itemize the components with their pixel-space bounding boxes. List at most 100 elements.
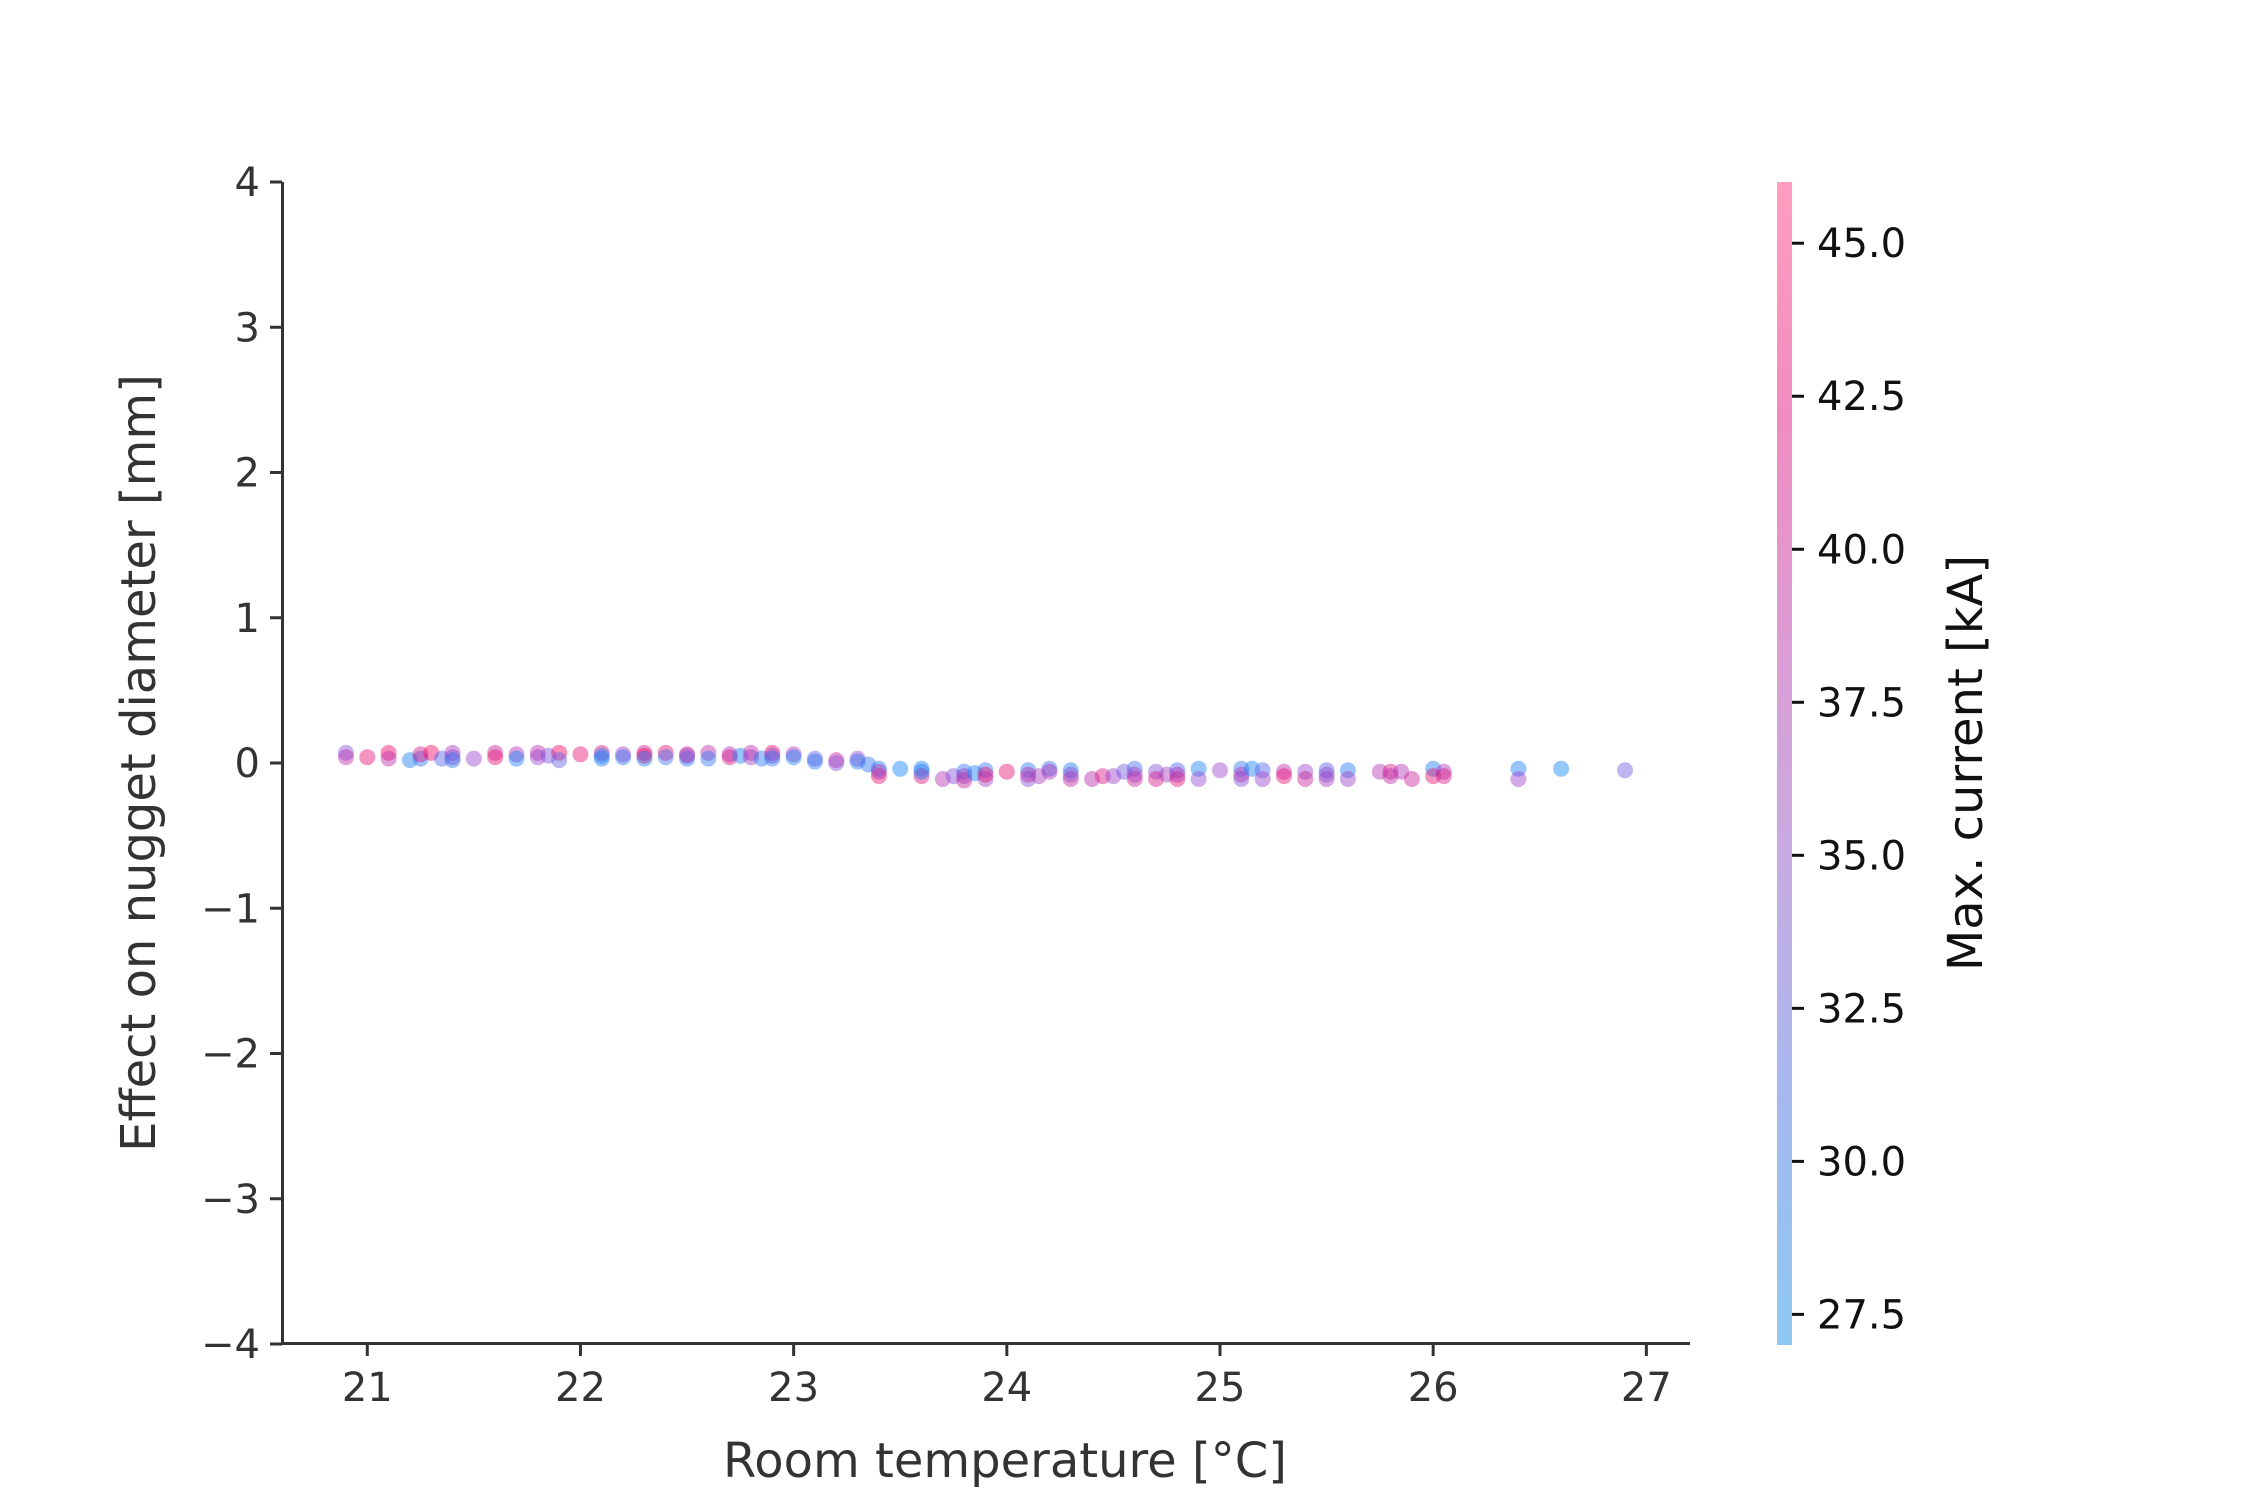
data-point xyxy=(423,744,440,761)
data-point xyxy=(540,747,557,764)
data-point xyxy=(337,749,354,766)
data-point xyxy=(828,752,845,769)
data-point xyxy=(977,762,994,779)
data-point xyxy=(1041,760,1058,777)
data-point xyxy=(1435,763,1452,780)
y-tick-label: 3 xyxy=(235,305,260,351)
data-point xyxy=(998,763,1015,780)
data-point xyxy=(1297,763,1314,780)
colorbar xyxy=(1777,182,1792,1345)
data-point xyxy=(870,760,887,777)
data-point xyxy=(1190,760,1207,777)
data-point xyxy=(465,750,482,767)
data-point xyxy=(572,746,589,763)
data-point xyxy=(977,766,994,783)
data-point xyxy=(380,744,397,761)
colorbar-tick-label: 27.5 xyxy=(1817,1292,1906,1338)
data-point xyxy=(1371,763,1388,780)
data-point xyxy=(508,750,525,767)
colorbar-tick-label: 42.5 xyxy=(1817,374,1906,420)
data-point xyxy=(764,750,781,767)
data-point xyxy=(412,746,429,763)
data-point xyxy=(1169,766,1186,783)
data-point xyxy=(1382,768,1399,785)
data-point xyxy=(551,752,568,769)
data-point xyxy=(892,760,909,777)
data-point xyxy=(444,752,461,769)
data-point xyxy=(1169,770,1186,787)
data-point xyxy=(444,744,461,761)
data-point xyxy=(1403,770,1420,787)
data-point xyxy=(444,749,461,766)
data-point xyxy=(1062,766,1079,783)
data-point xyxy=(1510,760,1527,777)
data-point xyxy=(956,768,973,785)
colorbar-tick-label: 32.5 xyxy=(1817,986,1906,1032)
y-tick-label: 0 xyxy=(235,741,260,787)
colorbar-tick-label: 37.5 xyxy=(1817,680,1906,726)
x-axis-ticks: 21 22 23 24 25 26 27 xyxy=(342,1344,1672,1411)
data-point xyxy=(700,744,717,761)
data-point xyxy=(785,749,802,766)
data-point xyxy=(1233,770,1250,787)
data-point xyxy=(1435,768,1452,785)
x-tick-label: 22 xyxy=(555,1365,606,1411)
data-point xyxy=(870,763,887,780)
data-point xyxy=(380,750,397,767)
data-point xyxy=(828,755,845,771)
data-point xyxy=(433,750,450,767)
data-point xyxy=(508,746,525,763)
data-point xyxy=(679,747,696,764)
colorbar-title: Max. current [kA] xyxy=(1938,555,1994,971)
x-axis-title: Room temperature [°C] xyxy=(723,1433,1287,1489)
x-tick-label: 24 xyxy=(981,1365,1032,1411)
y-tick-label: 1 xyxy=(235,596,260,642)
data-point xyxy=(593,744,610,761)
data-point xyxy=(1158,766,1175,783)
data-point xyxy=(615,749,632,766)
y-tick-label: −3 xyxy=(201,1177,260,1223)
data-point xyxy=(1212,762,1228,779)
data-point xyxy=(1382,763,1399,780)
data-point xyxy=(1617,762,1634,779)
data-point xyxy=(1339,762,1356,779)
x-tick-label: 25 xyxy=(1195,1365,1246,1411)
data-point xyxy=(1254,770,1271,787)
y-tick-label: −2 xyxy=(201,1032,260,1078)
data-point xyxy=(1510,770,1527,787)
colorbar-tick-label: 35.0 xyxy=(1817,833,1906,879)
x-tick-label: 21 xyxy=(342,1365,393,1411)
data-point xyxy=(1275,768,1292,785)
data-point xyxy=(1094,768,1111,785)
data-point xyxy=(679,746,696,763)
scatter-points xyxy=(337,744,1634,789)
data-point xyxy=(743,744,759,761)
data-point xyxy=(1297,770,1314,787)
data-point xyxy=(977,770,994,787)
data-point xyxy=(966,765,983,782)
data-point xyxy=(934,770,951,787)
data-point xyxy=(1062,770,1079,787)
data-point xyxy=(1126,760,1143,777)
data-point xyxy=(679,750,696,767)
data-point xyxy=(956,772,973,789)
data-point xyxy=(636,750,653,767)
data-point xyxy=(913,760,930,777)
data-point xyxy=(764,747,781,764)
data-point xyxy=(1243,760,1260,777)
data-point xyxy=(849,753,866,770)
data-point xyxy=(785,746,802,763)
data-point xyxy=(913,763,930,780)
data-point xyxy=(870,768,887,785)
data-point xyxy=(1105,768,1122,785)
data-point xyxy=(1190,770,1207,787)
data-point xyxy=(1553,760,1570,777)
data-point xyxy=(1148,763,1165,780)
data-point xyxy=(764,744,781,761)
y-tick-label: −4 xyxy=(201,1322,260,1368)
data-point xyxy=(945,768,962,785)
data-point xyxy=(913,768,930,785)
x-tick-label: 27 xyxy=(1621,1365,1672,1411)
data-point xyxy=(337,744,354,761)
data-point xyxy=(1020,762,1037,779)
